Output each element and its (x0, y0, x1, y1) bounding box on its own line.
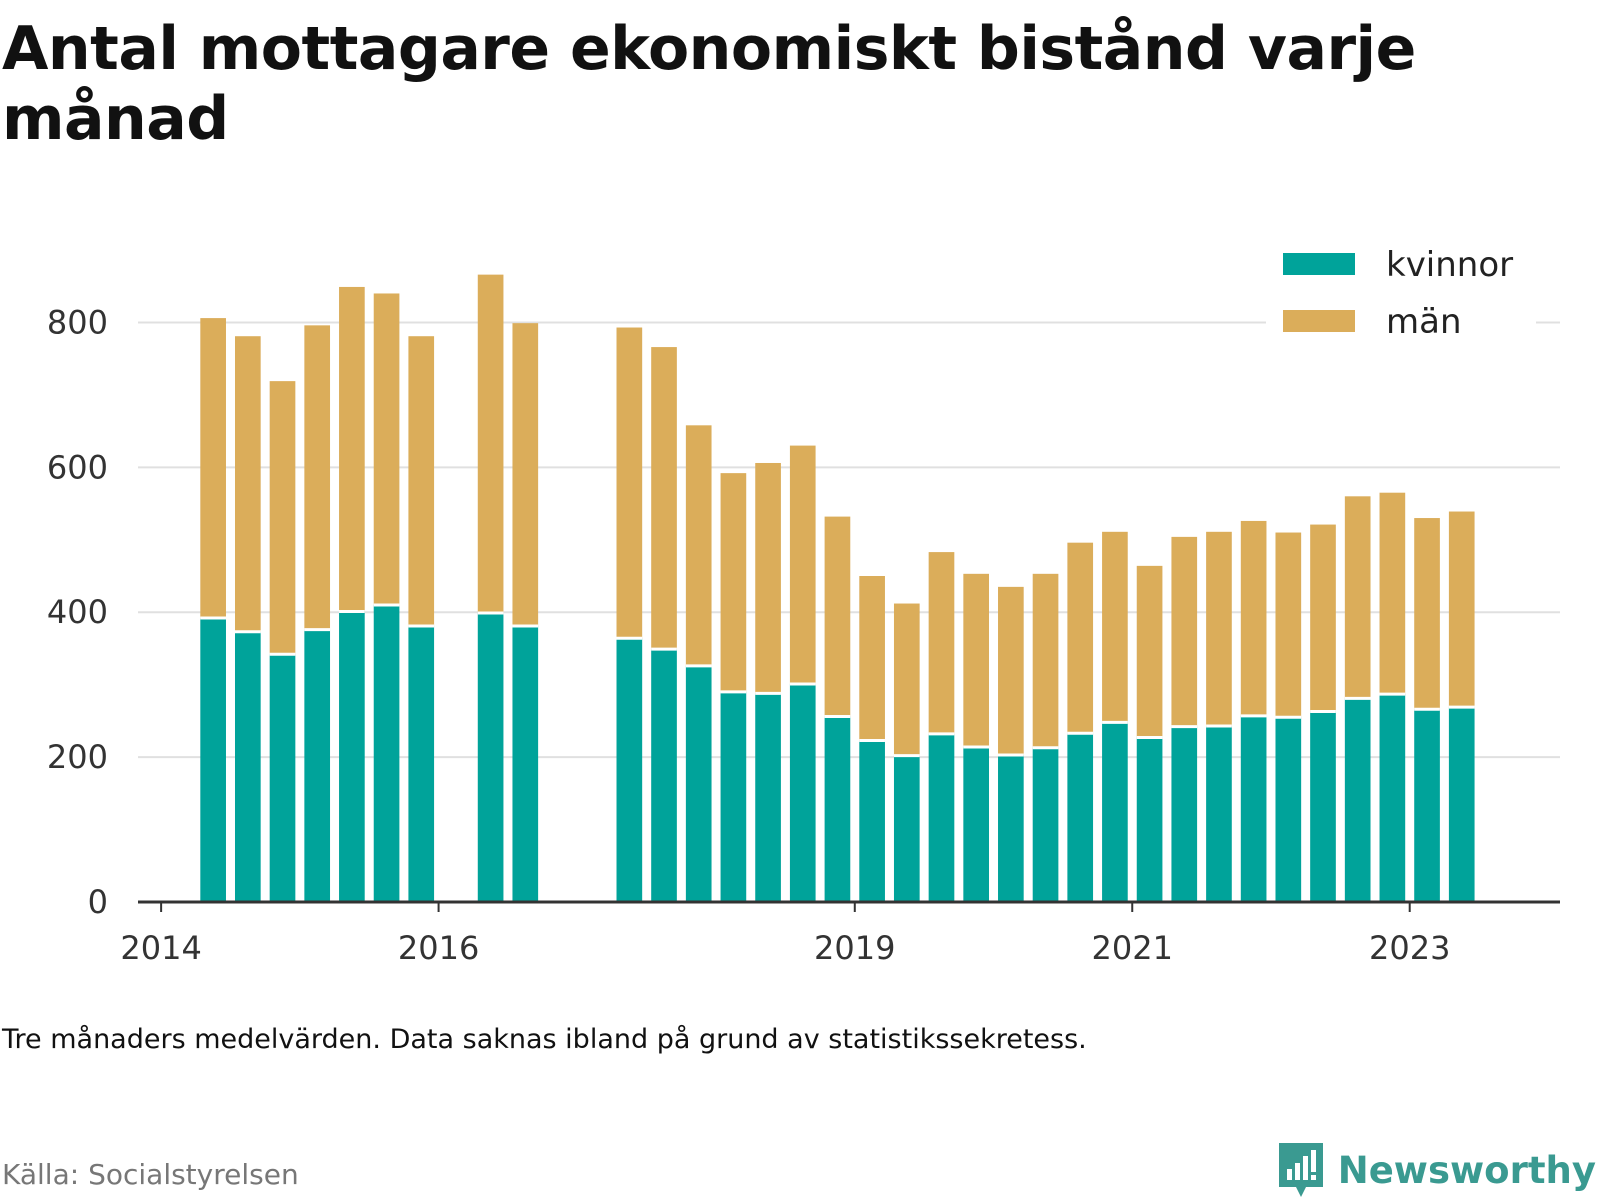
bar-kvinnor (1240, 715, 1267, 902)
bar-kvinnor (1379, 694, 1406, 902)
bar-man (1448, 511, 1475, 708)
bar-kvinnor (512, 625, 539, 902)
bar-man (1310, 524, 1336, 712)
bar-man (1032, 573, 1059, 748)
bar-kvinnor (998, 754, 1024, 902)
bar-man (339, 286, 365, 612)
bar-man (200, 318, 226, 619)
bar-man (963, 573, 990, 747)
bar-man (859, 576, 885, 741)
bar-kvinnor (1136, 737, 1163, 902)
bar-man (824, 516, 851, 717)
bar-kvinnor (755, 693, 781, 902)
bar-kvinnor (963, 746, 990, 902)
bar-kvinnor (1206, 725, 1232, 902)
bar-man (269, 381, 296, 655)
bar-kvinnor (1310, 711, 1336, 902)
bar-man (998, 586, 1024, 755)
legend: kvinnor män (1266, 225, 1536, 349)
bar-kvinnor (789, 683, 816, 902)
bar-man (373, 293, 400, 605)
bar-kvinnor (928, 733, 955, 902)
bars (200, 274, 1475, 902)
bar-man (1136, 565, 1163, 738)
bar-man (651, 347, 677, 650)
bar-man (1206, 531, 1232, 726)
bar-kvinnor (859, 740, 885, 902)
x-tick-label: 2014 (120, 929, 201, 967)
bar-man (1275, 532, 1302, 718)
chart-title: Antal mottagare ekonomiskt bistånd varje… (2, 14, 1416, 154)
legend-label: kvinnor (1386, 245, 1513, 285)
bar-man (893, 603, 920, 756)
newsworthy-logo-icon (1278, 1143, 1323, 1197)
source-text: Källa: Socialstyrelsen (2, 1158, 299, 1191)
bar-man (1344, 496, 1371, 699)
bar-man (1240, 520, 1267, 716)
x-tick-label: 2019 (814, 929, 895, 967)
bar-man (1171, 536, 1198, 727)
bar-kvinnor (1275, 717, 1302, 902)
legend-swatch (1283, 310, 1355, 332)
bar-kvinnor (234, 631, 261, 902)
bar-man (1067, 542, 1094, 734)
bar-kvinnor (339, 611, 365, 902)
bar-man (1414, 518, 1440, 710)
bar-kvinnor (1171, 726, 1198, 902)
bar-man (408, 336, 435, 626)
axes: 0 200 400 600 800 2014 2016 2019 2021 2023 (47, 303, 1560, 967)
bar-kvinnor (1102, 722, 1128, 902)
bar-kvinnor (824, 716, 851, 902)
bar-man (685, 425, 712, 666)
bar-kvinnor (373, 604, 400, 902)
bar-kvinnor (269, 654, 296, 902)
bar-man (477, 274, 504, 613)
y-tick-label: 0 (88, 883, 108, 921)
bar-kvinnor (1344, 698, 1371, 902)
brand-name: Newsworthy (1337, 1148, 1596, 1192)
y-tick-label: 400 (47, 593, 108, 631)
bar-man (304, 325, 331, 630)
bar-kvinnor (304, 629, 331, 902)
bar-kvinnor (1448, 707, 1475, 902)
bar-kvinnor (893, 755, 920, 902)
bar-man (789, 445, 816, 684)
bar-kvinnor (477, 612, 504, 902)
y-tick-label: 200 (47, 738, 108, 776)
bar-man (720, 473, 747, 692)
bar-man (1102, 531, 1128, 723)
bar-kvinnor (408, 625, 435, 902)
y-tick-label: 800 (47, 303, 108, 341)
bar-kvinnor (1067, 733, 1094, 902)
x-tick-label: 2016 (398, 929, 479, 967)
legend-swatch (1283, 253, 1355, 275)
bar-man (512, 323, 539, 626)
bar-man (234, 336, 261, 632)
x-tick-label: 2023 (1369, 929, 1450, 967)
bar-kvinnor (200, 618, 226, 902)
bar-man (1379, 492, 1406, 695)
bar-kvinnor (651, 649, 677, 902)
y-tick-label: 600 (47, 448, 108, 486)
chart-note: Tre månaders medelvärden. Data saknas ib… (2, 1024, 1087, 1055)
bar-kvinnor (685, 665, 712, 902)
bar-kvinnor (1032, 747, 1059, 902)
bar-man (928, 552, 955, 734)
x-tick-label: 2021 (1092, 929, 1173, 967)
bar-kvinnor (1414, 709, 1440, 902)
bar-man (755, 462, 781, 694)
bar-kvinnor (720, 691, 747, 902)
brand-logo: Newsworthy (1276, 1140, 1596, 1200)
bar-man (616, 327, 643, 639)
bar-kvinnor (616, 638, 643, 902)
legend-label: män (1386, 302, 1462, 342)
